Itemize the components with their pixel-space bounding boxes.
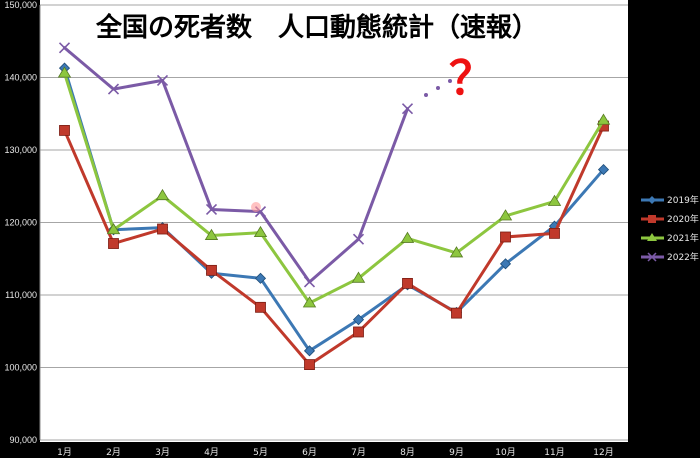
annotation-group: ？ <box>424 51 495 105</box>
series-2021-point <box>155 188 170 201</box>
legend-label: 2022年 <box>667 251 699 263</box>
series-2020-point <box>206 264 217 276</box>
series-2022-point <box>401 103 414 115</box>
series-2022-point <box>303 276 316 288</box>
x-axis: 1月 2月 3月 4月 5月 6月 7月 8月 9月 10月 11月 12月 <box>57 447 614 458</box>
question-mark-annotation: ？ <box>449 51 495 105</box>
legend-item-2022: 2022年 <box>641 251 699 263</box>
x-tick-label: 12月 <box>593 447 613 458</box>
x-tick-label: 11月 <box>544 447 564 458</box>
series-2020-point <box>402 277 413 289</box>
series-2020-point <box>304 359 315 371</box>
series-2019-point <box>254 272 267 284</box>
x-tick-label: 8月 <box>400 447 415 458</box>
series-2021-point <box>204 228 219 240</box>
series-2021-point <box>106 222 121 235</box>
y-tick-label: 100,000 <box>4 363 37 373</box>
x-tick-label: 9月 <box>449 447 464 458</box>
series-2019-point <box>352 314 365 326</box>
y-tick-label: 130,000 <box>4 145 37 155</box>
x-tick-label: 7月 <box>351 447 366 458</box>
ellipsis-dot <box>448 79 452 83</box>
series-2021-point <box>400 231 415 243</box>
legend-item-2021: 2021年 <box>641 232 699 244</box>
series-2022-point <box>58 42 71 54</box>
series-group <box>57 42 611 371</box>
series-2019-point <box>303 345 316 357</box>
series-2021-point <box>498 209 513 221</box>
series-2022-point <box>352 233 365 245</box>
series-2022 <box>58 42 414 288</box>
x-tick-label: 1月 <box>57 447 72 458</box>
x-tick-label: 10月 <box>495 447 515 458</box>
legend: 2019年 2020年 2021年 2022年 <box>641 194 699 263</box>
y-tick-label: 120,000 <box>4 218 37 228</box>
x-tick-label: 2月 <box>106 447 121 458</box>
series-2022-point <box>205 203 218 216</box>
legend-item-2019: 2019年 <box>641 194 699 206</box>
x-tick-label: 4月 <box>204 447 219 458</box>
y-tick-label: 150,000 <box>4 0 37 10</box>
ellipsis-dot <box>436 86 440 90</box>
chart-title: 全国の死者数 人口動態統計（速報） <box>95 12 538 43</box>
legend-label: 2020年 <box>667 213 699 225</box>
legend-label: 2021年 <box>667 232 699 244</box>
x-tick-label: 6月 <box>302 447 317 458</box>
y-tick-label: 90,000 <box>9 435 37 445</box>
series-2019-point <box>597 164 610 176</box>
series-2020-point <box>549 227 560 239</box>
series-2020-point <box>500 231 511 243</box>
cursor-highlight <box>251 202 261 212</box>
gridlines <box>40 4 628 441</box>
y-tick-label: 110,000 <box>5 290 37 300</box>
legend-marker <box>648 215 656 223</box>
series-2020-point <box>353 326 364 338</box>
series-2021-point <box>351 271 366 283</box>
ellipsis-dot <box>424 93 428 97</box>
legend-marker <box>648 196 656 204</box>
series-2019-line <box>63 66 605 353</box>
series-2021 <box>57 66 611 308</box>
series-2020-point <box>451 307 462 319</box>
plot-area <box>40 0 628 442</box>
series-2022-line <box>63 46 409 284</box>
x-tick-label: 5月 <box>253 447 268 458</box>
series-2021-point <box>449 246 464 258</box>
legend-item-2020: 2020年 <box>641 213 699 225</box>
series-2021-point <box>57 66 72 78</box>
legend-marker <box>647 233 657 241</box>
series-2020 <box>59 120 609 371</box>
series-2020-point <box>59 125 70 136</box>
series-2021-point <box>547 194 562 206</box>
x-tick-label: 3月 <box>155 447 170 458</box>
series-2020-point <box>255 301 266 313</box>
series-2020-point <box>157 223 168 235</box>
series-2022-point <box>107 83 120 95</box>
series-2020-point <box>108 238 119 249</box>
y-axis: 90,000 100,000 110,000 120,000 130,000 140,00… <box>4 0 41 445</box>
series-2021-point <box>253 225 268 238</box>
series-2021-line <box>63 71 605 305</box>
series-2020-line <box>63 124 605 367</box>
legend-label: 2019年 <box>667 194 699 206</box>
legend-marker <box>647 252 657 262</box>
y-tick-label: 140,000 <box>4 73 37 83</box>
series-2021-point <box>596 113 611 125</box>
series-2022-point <box>156 74 169 86</box>
series-2021-point <box>302 296 317 308</box>
series-2019-point <box>499 258 512 270</box>
